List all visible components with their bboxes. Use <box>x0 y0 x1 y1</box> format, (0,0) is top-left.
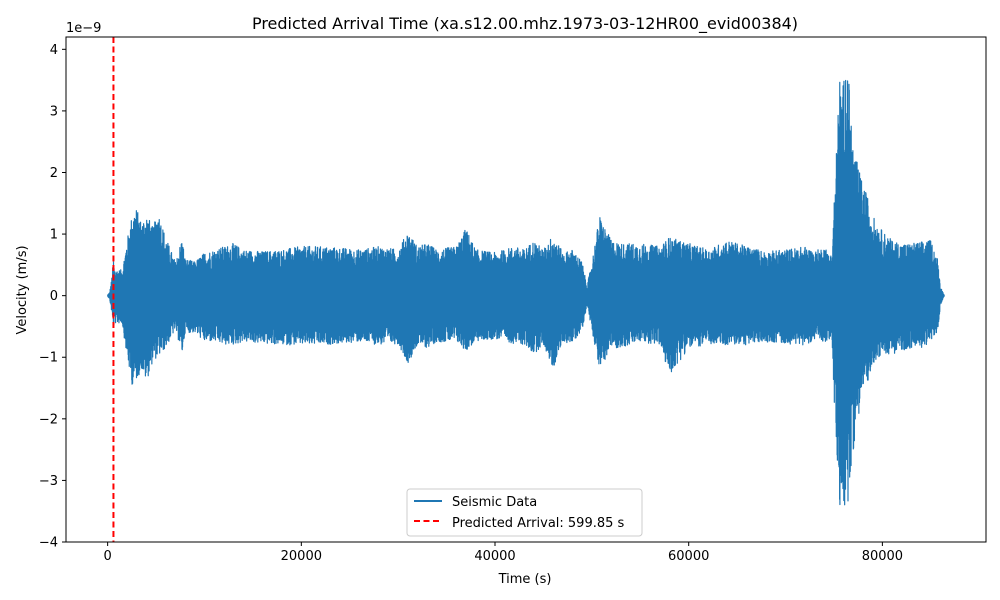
x-tick-label: 20000 <box>281 549 322 564</box>
seismic-data-line <box>107 79 945 506</box>
plot-area <box>107 37 945 542</box>
legend-label-seismic-data: Seismic Data <box>452 495 537 510</box>
x-tick-label: 40000 <box>474 549 515 564</box>
y-tick-label: 3 <box>50 104 58 119</box>
axes-frame <box>65 36 987 543</box>
y-tick-label: −1 <box>39 351 58 366</box>
y-tick-label: 0 <box>50 289 58 304</box>
y-tick-label: −3 <box>39 474 58 489</box>
y-tick-label: 2 <box>50 166 58 181</box>
x-tick-label: 60000 <box>668 549 709 564</box>
legend: Seismic Data Predicted Arrival: 599.85 s <box>406 488 643 537</box>
x-axis-ticks: 0 20000 40000 60000 80000 <box>104 542 903 564</box>
x-tick-label: 0 <box>104 549 112 564</box>
y-tick-label: −4 <box>39 536 58 551</box>
chart-title: Predicted Arrival Time (xa.s12.00.mhz.19… <box>252 14 798 34</box>
y-tick-label: −2 <box>39 412 58 427</box>
x-axis-label: Time (s) <box>498 572 552 587</box>
y-tick-label: 4 <box>50 43 58 58</box>
y-axis-ticks: −4 −3 −2 −1 0 1 2 3 4 <box>39 43 66 551</box>
y-axis-multiplier-label: 1e−9 <box>66 21 101 36</box>
seismic-waveform-layer <box>107 79 945 506</box>
y-tick-label: 1 <box>50 228 58 243</box>
x-tick-label: 80000 <box>862 549 903 564</box>
legend-box <box>406 488 643 537</box>
y-axis-label: Velocity (m/s) <box>15 245 30 334</box>
legend-label-predicted-arrival: Predicted Arrival: 599.85 s <box>452 516 625 531</box>
